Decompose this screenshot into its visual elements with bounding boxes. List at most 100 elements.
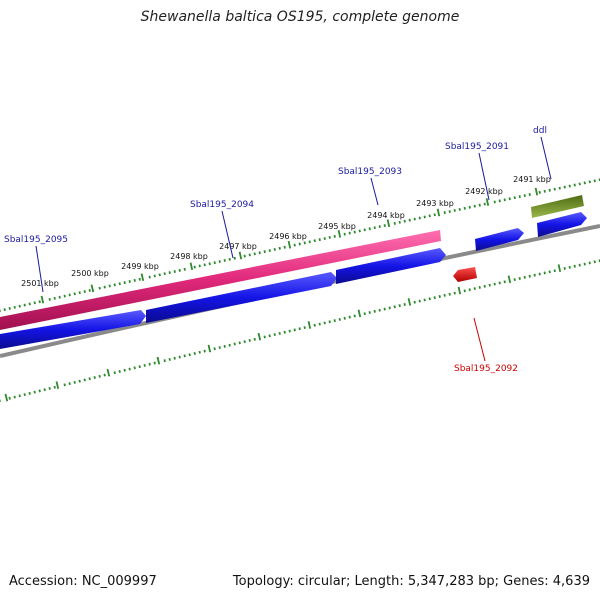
minor-tick: [498, 281, 501, 285]
gene-label[interactable]: Sbal195_2093: [338, 167, 402, 177]
minor-tick: [118, 369, 121, 373]
major-tick: [257, 332, 262, 341]
cds-sbal195-2095[interactable]: [0, 310, 146, 349]
cds-sbal195-2092[interactable]: [453, 267, 477, 282]
minor-tick: [183, 267, 186, 271]
minor-tick: [193, 352, 196, 355]
minor-tick: [308, 240, 311, 244]
minor-tick: [33, 301, 36, 305]
minor-tick: [448, 210, 451, 214]
minor-tick: [408, 218, 411, 222]
minor-tick: [83, 290, 86, 294]
minor-tick: [83, 378, 86, 382]
gene-label[interactable]: Sbal195_2091: [445, 142, 509, 152]
major-tick: [40, 295, 45, 304]
minor-tick: [28, 391, 31, 395]
pink-feature[interactable]: [0, 230, 441, 330]
minor-tick: [438, 295, 441, 298]
minor-tick: [583, 181, 586, 185]
gene-label[interactable]: Sbal195_2094: [190, 200, 254, 210]
minor-tick: [583, 262, 586, 266]
minor-tick: [518, 277, 521, 280]
minor-tick: [523, 275, 526, 279]
cds-ddl-adjacent[interactable]: [537, 212, 587, 237]
minor-tick: [123, 368, 126, 372]
minor-tick: [18, 304, 21, 308]
minor-tick: [118, 282, 121, 286]
minor-tick: [88, 288, 91, 292]
gene-labels: Sbal195_2095 Sbal195_2094 Sbal195_2093 Sbal…: [4, 126, 552, 374]
gene-label[interactable]: Sbal195_2092: [454, 364, 518, 374]
minor-tick: [133, 278, 136, 282]
major-tick: [485, 198, 490, 206]
minor-tick: [548, 270, 551, 274]
minor-tick: [93, 376, 96, 379]
minor-tick: [418, 216, 421, 220]
minor-tick: [428, 297, 431, 301]
minor-tick: [508, 197, 511, 201]
gene-label[interactable]: Sbal195_2095: [4, 235, 68, 245]
major-tick: [307, 321, 312, 329]
minor-tick: [48, 386, 51, 390]
feature-track: [0, 195, 587, 349]
minor-tick: [188, 353, 191, 357]
map-title: Shewanella baltica OS195, complete genom…: [140, 9, 460, 25]
minor-tick: [243, 254, 246, 258]
minor-tick: [153, 274, 156, 278]
minor-tick: [288, 329, 291, 333]
kbp-tick-label: 2501 kbp: [21, 279, 59, 288]
cds-sbal195-2094[interactable]: [146, 272, 337, 323]
minor-tick: [178, 355, 181, 359]
minor-tick: [528, 274, 531, 278]
minor-tick: [318, 322, 321, 326]
minor-tick: [63, 294, 66, 298]
minor-tick: [518, 195, 521, 199]
minor-tick: [18, 394, 21, 398]
minor-tick: [493, 200, 496, 204]
minor-tick: [573, 264, 576, 268]
minor-tick: [543, 271, 546, 275]
minor-tick: [533, 273, 536, 277]
minor-tick: [3, 308, 6, 312]
minor-tick: [378, 308, 381, 312]
minor-tick: [303, 241, 306, 245]
gene-label-leader: [540, 136, 552, 180]
minor-tick: [303, 326, 306, 330]
minor-tick: [328, 235, 331, 239]
minor-tick: [428, 214, 431, 218]
minor-tick: [403, 303, 406, 306]
minor-tick: [593, 179, 596, 183]
minor-tick: [78, 379, 81, 383]
minor-tick: [553, 187, 556, 191]
minor-tick: [318, 238, 321, 242]
major-tick: [407, 298, 412, 306]
minor-tick: [338, 317, 341, 321]
minor-tick: [503, 280, 506, 284]
major-tick: [140, 273, 145, 282]
minor-tick: [538, 272, 541, 276]
minor-tick: [368, 227, 371, 231]
minor-tick: [593, 260, 596, 264]
minor-tick: [493, 282, 496, 286]
minor-tick: [178, 268, 181, 272]
minor-tick: [33, 390, 36, 394]
cds-sbal195-2093[interactable]: [336, 248, 446, 284]
minor-tick: [168, 271, 171, 275]
minor-tick: [168, 357, 171, 361]
inner-ruler: [0, 259, 600, 402]
major-tick: [287, 240, 292, 249]
minor-tick: [513, 278, 516, 282]
minor-tick: [163, 359, 166, 363]
outer-ruler: [0, 178, 600, 312]
minor-tick: [123, 281, 126, 285]
minor-tick: [323, 237, 326, 240]
minor-tick: [343, 316, 346, 320]
gene-label[interactable]: ddl: [533, 126, 547, 136]
cds-ddl[interactable]: [531, 195, 584, 218]
minor-tick: [543, 189, 546, 193]
cds-sbal195-2091[interactable]: [475, 228, 524, 251]
kbp-tick-label: 2500 kbp: [71, 269, 109, 278]
minor-tick: [573, 183, 576, 187]
minor-tick: [373, 226, 376, 230]
major-tick: [4, 393, 9, 402]
